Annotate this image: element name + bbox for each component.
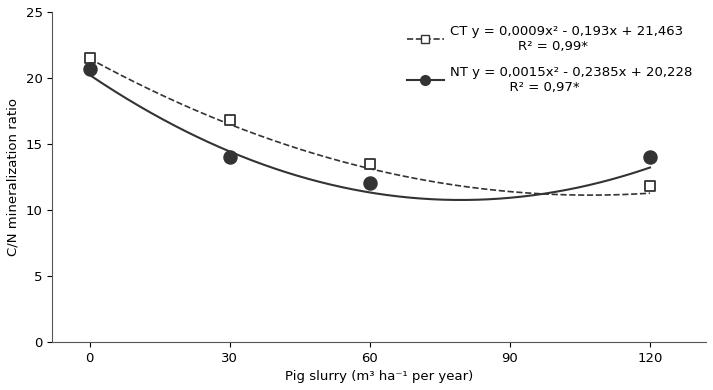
Point: [645, 154, 656, 160]
Y-axis label: C/N mineralization ratio: C/N mineralization ratio: [7, 98, 20, 256]
Point: [364, 180, 376, 186]
Point: [84, 55, 96, 61]
Point: [224, 117, 235, 123]
Point: [224, 154, 235, 160]
Legend: CT y = 0,0009x² - 0,193x + 21,463
                R² = 0,99*, NT y = 0,0015x² - : CT y = 0,0009x² - 0,193x + 21,463 R² = 0…: [400, 19, 699, 101]
Point: [645, 183, 656, 189]
Point: [84, 66, 96, 72]
Point: [364, 161, 376, 167]
X-axis label: Pig slurry (m³ ha⁻¹ per year): Pig slurry (m³ ha⁻¹ per year): [285, 370, 473, 383]
